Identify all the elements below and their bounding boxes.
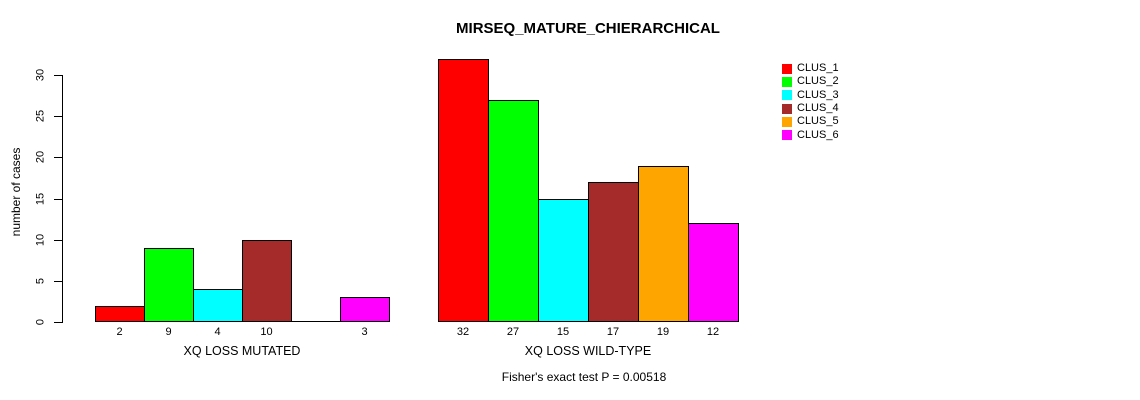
bar-value-label: 3 xyxy=(361,326,368,338)
bar-value-label: 19 xyxy=(656,326,670,338)
y-tick-label: 25 xyxy=(34,110,47,123)
y-axis xyxy=(62,75,63,323)
bar-clus_1-group1 xyxy=(95,305,145,322)
legend-label: CLUS_5 xyxy=(797,115,839,128)
y-tick-label: 0 xyxy=(34,318,47,326)
group-label-xq-loss-wild-type: XQ LOSS WILD-TYPE xyxy=(524,344,652,358)
bar-clus_1-group2 xyxy=(438,58,489,322)
legend-label: CLUS_1 xyxy=(797,62,839,75)
y-tick-mark xyxy=(54,239,62,241)
legend-swatch-icon xyxy=(782,76,792,87)
legend-row-clus_1: CLUS_1 xyxy=(782,62,839,75)
legend-row-clus_4: CLUS_4 xyxy=(782,102,839,115)
zero-bar-clus_5-group1 xyxy=(291,321,341,322)
bar-clus_3-group2 xyxy=(538,198,589,322)
legend-swatch-icon xyxy=(782,130,792,141)
y-tick-label: 15 xyxy=(34,192,47,205)
legend-row-clus_2: CLUS_2 xyxy=(782,75,839,88)
bar-value-label: 10 xyxy=(260,326,273,338)
bar-clus_4-group1 xyxy=(242,239,292,322)
bar-clus_2-group2 xyxy=(488,99,539,322)
chart-title: MIRSEQ_MATURE_CHIERARCHICAL xyxy=(456,20,720,37)
y-tick-label: 5 xyxy=(34,277,47,284)
bar-value-label: 32 xyxy=(456,326,470,338)
legend-label: CLUS_3 xyxy=(797,88,839,101)
legend: CLUS_1 CLUS_2 CLUS_3 CLUS_4 CLUS_5 CLUS_6 xyxy=(782,62,839,142)
legend-row-clus_3: CLUS_3 xyxy=(782,89,839,102)
bar-value-label: 17 xyxy=(606,326,620,338)
bar-value-label: 15 xyxy=(556,326,570,338)
bar-clus_4-group2 xyxy=(588,182,639,322)
legend-label: CLUS_6 xyxy=(797,128,839,141)
bar-clus_3-group1 xyxy=(193,289,243,322)
y-tick-mark xyxy=(54,75,62,76)
bar-value-label: 9 xyxy=(165,326,172,338)
bar-value-label: 4 xyxy=(214,326,221,338)
y-axis-label: number of cases xyxy=(9,147,23,237)
legend-swatch-icon xyxy=(782,116,792,127)
bar-clus_6-group2 xyxy=(688,223,739,322)
y-tick-mark xyxy=(54,157,62,159)
bar-clus_2-group1 xyxy=(144,247,194,322)
y-tick-mark xyxy=(54,322,62,323)
y-tick-mark xyxy=(54,280,62,282)
legend-swatch-icon xyxy=(782,63,792,74)
legend-row-clus_6: CLUS_6 xyxy=(782,128,839,141)
group-label-xq-loss-mutated: XQ LOSS MUTATED xyxy=(183,344,301,358)
bar-value-label: 27 xyxy=(506,326,520,338)
bar-value-label: 12 xyxy=(706,326,720,338)
legend-row-clus_5: CLUS_5 xyxy=(782,115,839,128)
bar-value-label: 2 xyxy=(116,326,123,338)
legend-swatch-icon xyxy=(782,103,792,114)
bar-clus_6-group1 xyxy=(340,297,390,322)
y-tick-label: 10 xyxy=(34,233,47,246)
legend-swatch-icon xyxy=(782,90,792,101)
y-tick-mark xyxy=(54,116,62,118)
y-tick-mark xyxy=(54,198,62,200)
legend-label: CLUS_2 xyxy=(797,75,839,88)
y-tick-label: 20 xyxy=(34,151,47,164)
y-tick-label: 30 xyxy=(34,68,47,82)
legend-label: CLUS_4 xyxy=(797,102,839,115)
fisher-test-footnote: Fisher's exact test P = 0.00518 xyxy=(501,370,667,384)
bar-clus_5-group2 xyxy=(638,165,689,322)
